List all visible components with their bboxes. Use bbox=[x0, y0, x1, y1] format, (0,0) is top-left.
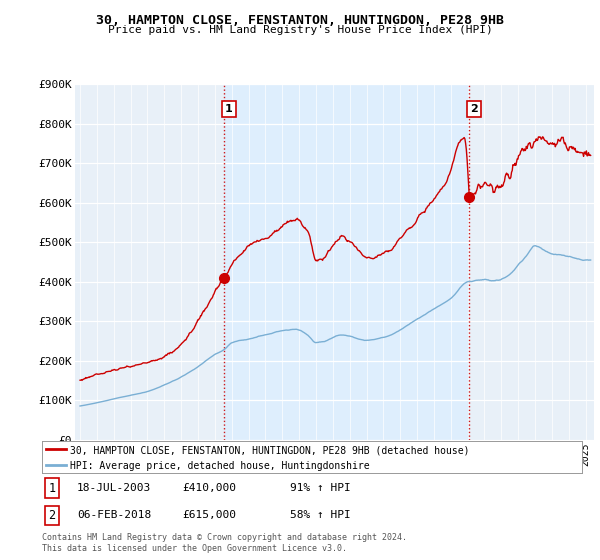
Text: HPI: Average price, detached house, Huntingdonshire: HPI: Average price, detached house, Hunt… bbox=[70, 461, 370, 471]
Text: 2: 2 bbox=[470, 104, 478, 114]
Text: £615,000: £615,000 bbox=[182, 511, 236, 520]
Text: 1: 1 bbox=[225, 104, 233, 114]
Text: 2: 2 bbox=[48, 509, 55, 522]
Text: 30, HAMPTON CLOSE, FENSTANTON, HUNTINGDON, PE28 9HB (detached house): 30, HAMPTON CLOSE, FENSTANTON, HUNTINGDO… bbox=[70, 445, 470, 455]
Text: 91% ↑ HPI: 91% ↑ HPI bbox=[290, 483, 351, 493]
Bar bbox=[224, 84, 469, 440]
Text: Price paid vs. HM Land Registry's House Price Index (HPI): Price paid vs. HM Land Registry's House … bbox=[107, 25, 493, 35]
Text: 06-FEB-2018: 06-FEB-2018 bbox=[77, 511, 151, 520]
Text: 58% ↑ HPI: 58% ↑ HPI bbox=[290, 511, 351, 520]
Text: 1: 1 bbox=[48, 482, 55, 494]
Text: 18-JUL-2003: 18-JUL-2003 bbox=[77, 483, 151, 493]
Text: Contains HM Land Registry data © Crown copyright and database right 2024.
This d: Contains HM Land Registry data © Crown c… bbox=[42, 533, 407, 553]
Text: 30, HAMPTON CLOSE, FENSTANTON, HUNTINGDON, PE28 9HB: 30, HAMPTON CLOSE, FENSTANTON, HUNTINGDO… bbox=[96, 13, 504, 27]
Text: £410,000: £410,000 bbox=[182, 483, 236, 493]
